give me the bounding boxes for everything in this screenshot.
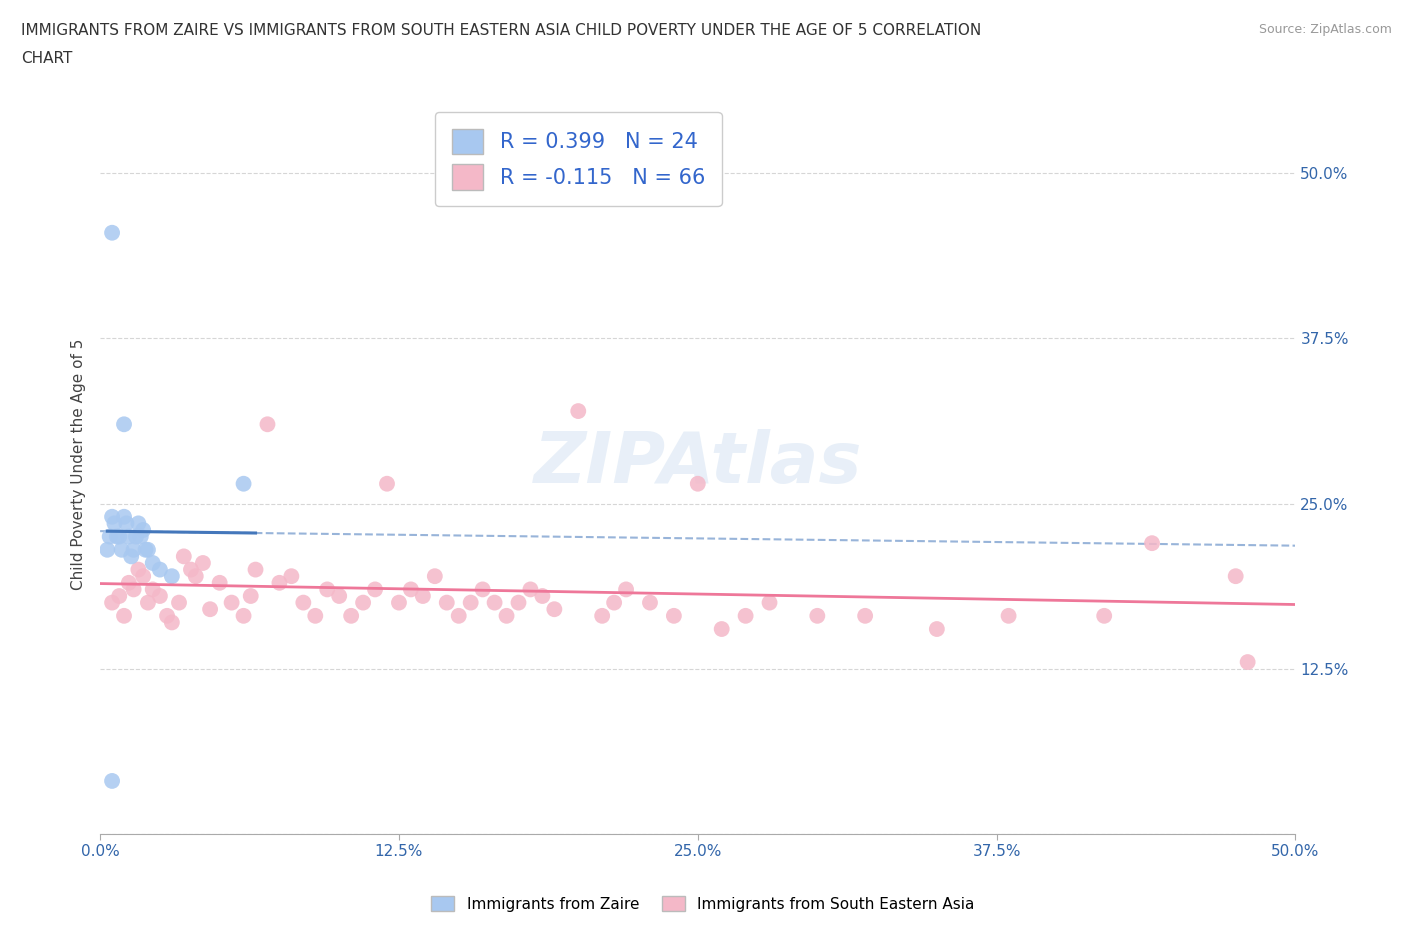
Point [127,562,149,577]
Point [1092,608,1115,623]
Point [280,569,302,584]
Point [399,582,422,597]
Point [132,569,155,584]
Point [758,595,780,610]
Text: ZIPAtlas: ZIPAtlas [533,430,862,498]
Point [508,595,530,610]
Point [495,608,517,623]
Point [142,582,165,597]
Point [256,417,278,432]
Point [101,510,124,525]
Point [156,608,179,623]
Point [112,510,135,525]
Point [436,595,458,610]
Point [1140,536,1163,551]
Legend: Immigrants from Zaire, Immigrants from South Eastern Asia: Immigrants from Zaire, Immigrants from S… [426,889,980,918]
Point [208,576,231,591]
Point [245,562,267,577]
Point [543,602,565,617]
Point [149,589,172,604]
Point [136,595,159,610]
Point [734,608,756,623]
Point [167,595,190,610]
Point [316,582,339,597]
Point [105,529,128,544]
Point [603,595,626,610]
Point [239,589,262,604]
Point [423,569,446,584]
Point [662,608,685,623]
Point [108,529,131,544]
Point [340,608,363,623]
Point [111,542,134,557]
Point [101,774,124,789]
Point [125,529,148,544]
Point [160,615,183,630]
Point [127,516,149,531]
Point [149,562,172,577]
Y-axis label: Child Poverty Under the Age of 5: Child Poverty Under the Age of 5 [72,339,86,590]
Point [108,589,131,604]
Point [304,608,326,623]
Point [447,608,470,623]
Point [471,582,494,597]
Point [638,595,661,610]
Point [101,595,124,610]
Point [122,582,145,597]
Point [292,595,315,610]
Point [180,562,202,577]
Point [118,576,141,591]
Point [135,542,157,557]
Point [519,582,541,597]
Point [118,529,141,544]
Point [132,523,155,538]
Point [129,529,152,544]
Point [98,529,121,544]
Point [173,549,195,564]
Point [686,476,709,491]
Point [352,595,374,610]
Point [925,621,948,636]
Point [375,476,398,491]
Point [412,589,434,604]
Point [184,569,207,584]
Text: CHART: CHART [21,51,73,66]
Point [115,516,138,531]
Point [614,582,637,597]
Point [232,476,254,491]
Point [591,608,613,623]
Point [142,555,165,570]
Point [567,404,589,418]
Point [122,542,145,557]
Point [460,595,482,610]
Point [198,602,221,617]
Point [1236,655,1258,670]
Point [484,595,506,610]
Point [191,555,214,570]
Point [806,608,828,623]
Point [221,595,243,610]
Point [103,516,125,531]
Point [364,582,387,597]
Legend: R = 0.399   N = 24, R = -0.115   N = 66: R = 0.399 N = 24, R = -0.115 N = 66 [434,112,721,206]
Point [96,542,118,557]
Point [388,595,411,610]
Point [232,608,254,623]
Point [531,589,554,604]
Point [112,417,135,432]
Point [136,542,159,557]
Point [1225,569,1247,584]
Point [997,608,1019,623]
Point [328,589,350,604]
Point [853,608,876,623]
Text: Source: ZipAtlas.com: Source: ZipAtlas.com [1258,23,1392,36]
Point [112,608,135,623]
Point [120,549,142,564]
Point [101,225,124,240]
Point [710,621,733,636]
Point [160,569,183,584]
Point [269,576,291,591]
Text: IMMIGRANTS FROM ZAIRE VS IMMIGRANTS FROM SOUTH EASTERN ASIA CHILD POVERTY UNDER : IMMIGRANTS FROM ZAIRE VS IMMIGRANTS FROM… [21,23,981,38]
